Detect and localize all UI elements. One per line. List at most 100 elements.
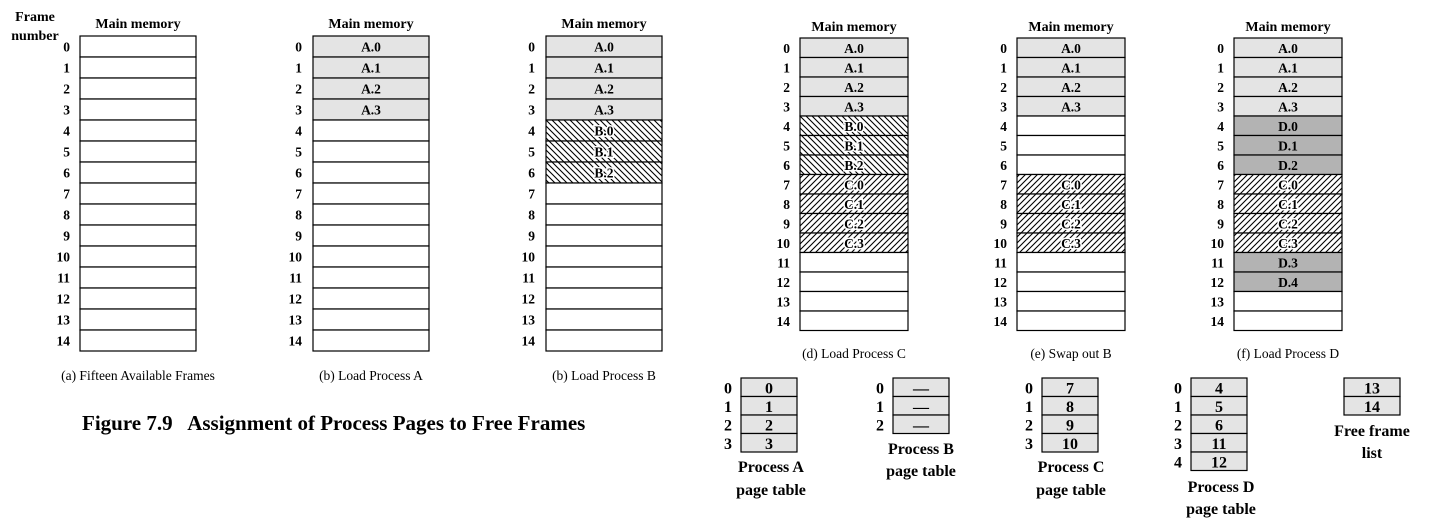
memory-frame (79, 119, 197, 142)
frame-number: 13 (289, 313, 303, 328)
frame-number: 4 (63, 124, 70, 139)
frame-number: 3 (783, 99, 790, 114)
frame-ref: 3 (765, 436, 773, 453)
frame-number: 5 (1000, 138, 1007, 153)
memory-frame (1233, 290, 1343, 312)
page-label: A.2 (1061, 80, 1081, 95)
frame-number: 1 (783, 60, 790, 75)
page-table-title: page table (886, 463, 956, 480)
frame-number-label-line1: Frame (15, 10, 55, 25)
memory-frame (799, 271, 909, 293)
frame-number: 9 (295, 229, 302, 244)
memory-frame (312, 287, 430, 310)
page-table-title: page table (736, 482, 806, 499)
frame-number: 10 (57, 250, 71, 265)
page-table-title: Process D (1188, 479, 1255, 496)
page-label: C.1 (844, 197, 864, 212)
page-label: B.2 (844, 158, 863, 173)
frame-number: 8 (1217, 197, 1224, 212)
frame-number: 13 (777, 294, 791, 309)
frame-number: 10 (1211, 236, 1225, 251)
page-label: C.0 (1278, 177, 1298, 192)
frame-number: 14 (994, 314, 1008, 329)
main-memory-header: Main memory (811, 20, 896, 35)
frame-number: 6 (1217, 158, 1224, 173)
free-frame-list-title: Free frame (1334, 423, 1410, 440)
memory-frame (799, 251, 909, 273)
frame-number: 2 (1000, 80, 1007, 95)
frame-number: 13 (522, 313, 536, 328)
page-index: 0 (876, 380, 884, 397)
page-label: D.2 (1278, 158, 1298, 173)
frame-number: 7 (1217, 177, 1224, 192)
memory-frame (545, 308, 663, 331)
page-label: B.0 (594, 124, 613, 139)
page-table-title: page table (1036, 482, 1106, 499)
page-index: 1 (876, 399, 884, 416)
frame-number: 12 (57, 292, 71, 307)
frame-number: 2 (783, 80, 790, 95)
memory-frame (1016, 271, 1126, 293)
frame-number: 6 (1000, 158, 1007, 173)
frame-number: 0 (528, 40, 535, 55)
frame-number: 14 (289, 334, 303, 349)
page-label: C.3 (1061, 236, 1081, 251)
memory-frame (79, 266, 197, 289)
page-label: A.0 (1278, 41, 1298, 56)
frame-number: 11 (57, 271, 70, 286)
frame-number: 7 (783, 177, 790, 192)
panel-caption: (e) Swap out B (1030, 346, 1111, 361)
memory-frame (312, 308, 430, 331)
page-label: A.0 (844, 41, 864, 56)
frame-number: 8 (783, 197, 790, 212)
memory-frame (79, 35, 197, 58)
page-label: C.3 (844, 236, 864, 251)
memory-frame (1016, 310, 1126, 332)
frame-number: 10 (777, 236, 791, 251)
panel-caption: (b) Load Process B (552, 368, 656, 383)
frame-number: 2 (295, 82, 302, 97)
memory-frame (312, 161, 430, 184)
page-table: 0 7 1 8 2 9 3 10 Process C page table (1025, 377, 1106, 499)
memory-frame (312, 224, 430, 247)
panel-caption: (a) Fifteen Available Frames (61, 368, 215, 383)
main-memory-header: Main memory (1028, 20, 1113, 35)
frame-number: 4 (1000, 119, 1007, 134)
page-label: C.0 (844, 177, 864, 192)
page-index: 2 (1174, 417, 1182, 434)
memory-frame (312, 266, 430, 289)
page-table-title: Process B (888, 441, 954, 458)
frame-ref: 0 (765, 380, 773, 397)
memory-panel: Main memory 0 A.0 1 A.1 2 A.2 3 A.3 4 B.0 5 B.1 6 B.2 7… (777, 20, 909, 361)
frame-number: 9 (63, 229, 70, 244)
frame-number: 5 (295, 145, 302, 160)
page-label: A.1 (1061, 60, 1081, 75)
memory-panel: Main memory 0 A.0 1 A.1 2 A.2 3 A.3 4 D.0 5 D.1 6 D.2 7… (1211, 20, 1343, 361)
frame-number: 9 (1000, 216, 1007, 231)
frame-number: 3 (63, 103, 70, 118)
frame-number: 4 (528, 124, 535, 139)
frame-number: 14 (522, 334, 536, 349)
memory-frame (1016, 115, 1126, 137)
memory-frame (799, 310, 909, 332)
frame-number: 0 (295, 40, 302, 55)
page-index: 2 (876, 417, 884, 434)
page-label: D.0 (1278, 119, 1298, 134)
frame-number: 3 (528, 103, 535, 118)
frame-number: 14 (57, 334, 71, 349)
frame-number: 1 (528, 61, 535, 76)
frame-number: 7 (295, 187, 302, 202)
page-table-title: Process A (738, 459, 804, 476)
page-label: C.2 (1061, 216, 1081, 231)
page-index: 3 (1025, 436, 1033, 453)
frame-number: 11 (994, 255, 1007, 270)
page-label: D.4 (1278, 275, 1298, 290)
memory-frame (312, 245, 430, 268)
frame-number: 14 (777, 314, 791, 329)
main-memory-header: Main memory (328, 17, 413, 32)
frame-number: 5 (63, 145, 70, 160)
frame-number: 2 (1217, 80, 1224, 95)
page-label: D.1 (1278, 138, 1298, 153)
page-label: A.1 (1278, 60, 1298, 75)
